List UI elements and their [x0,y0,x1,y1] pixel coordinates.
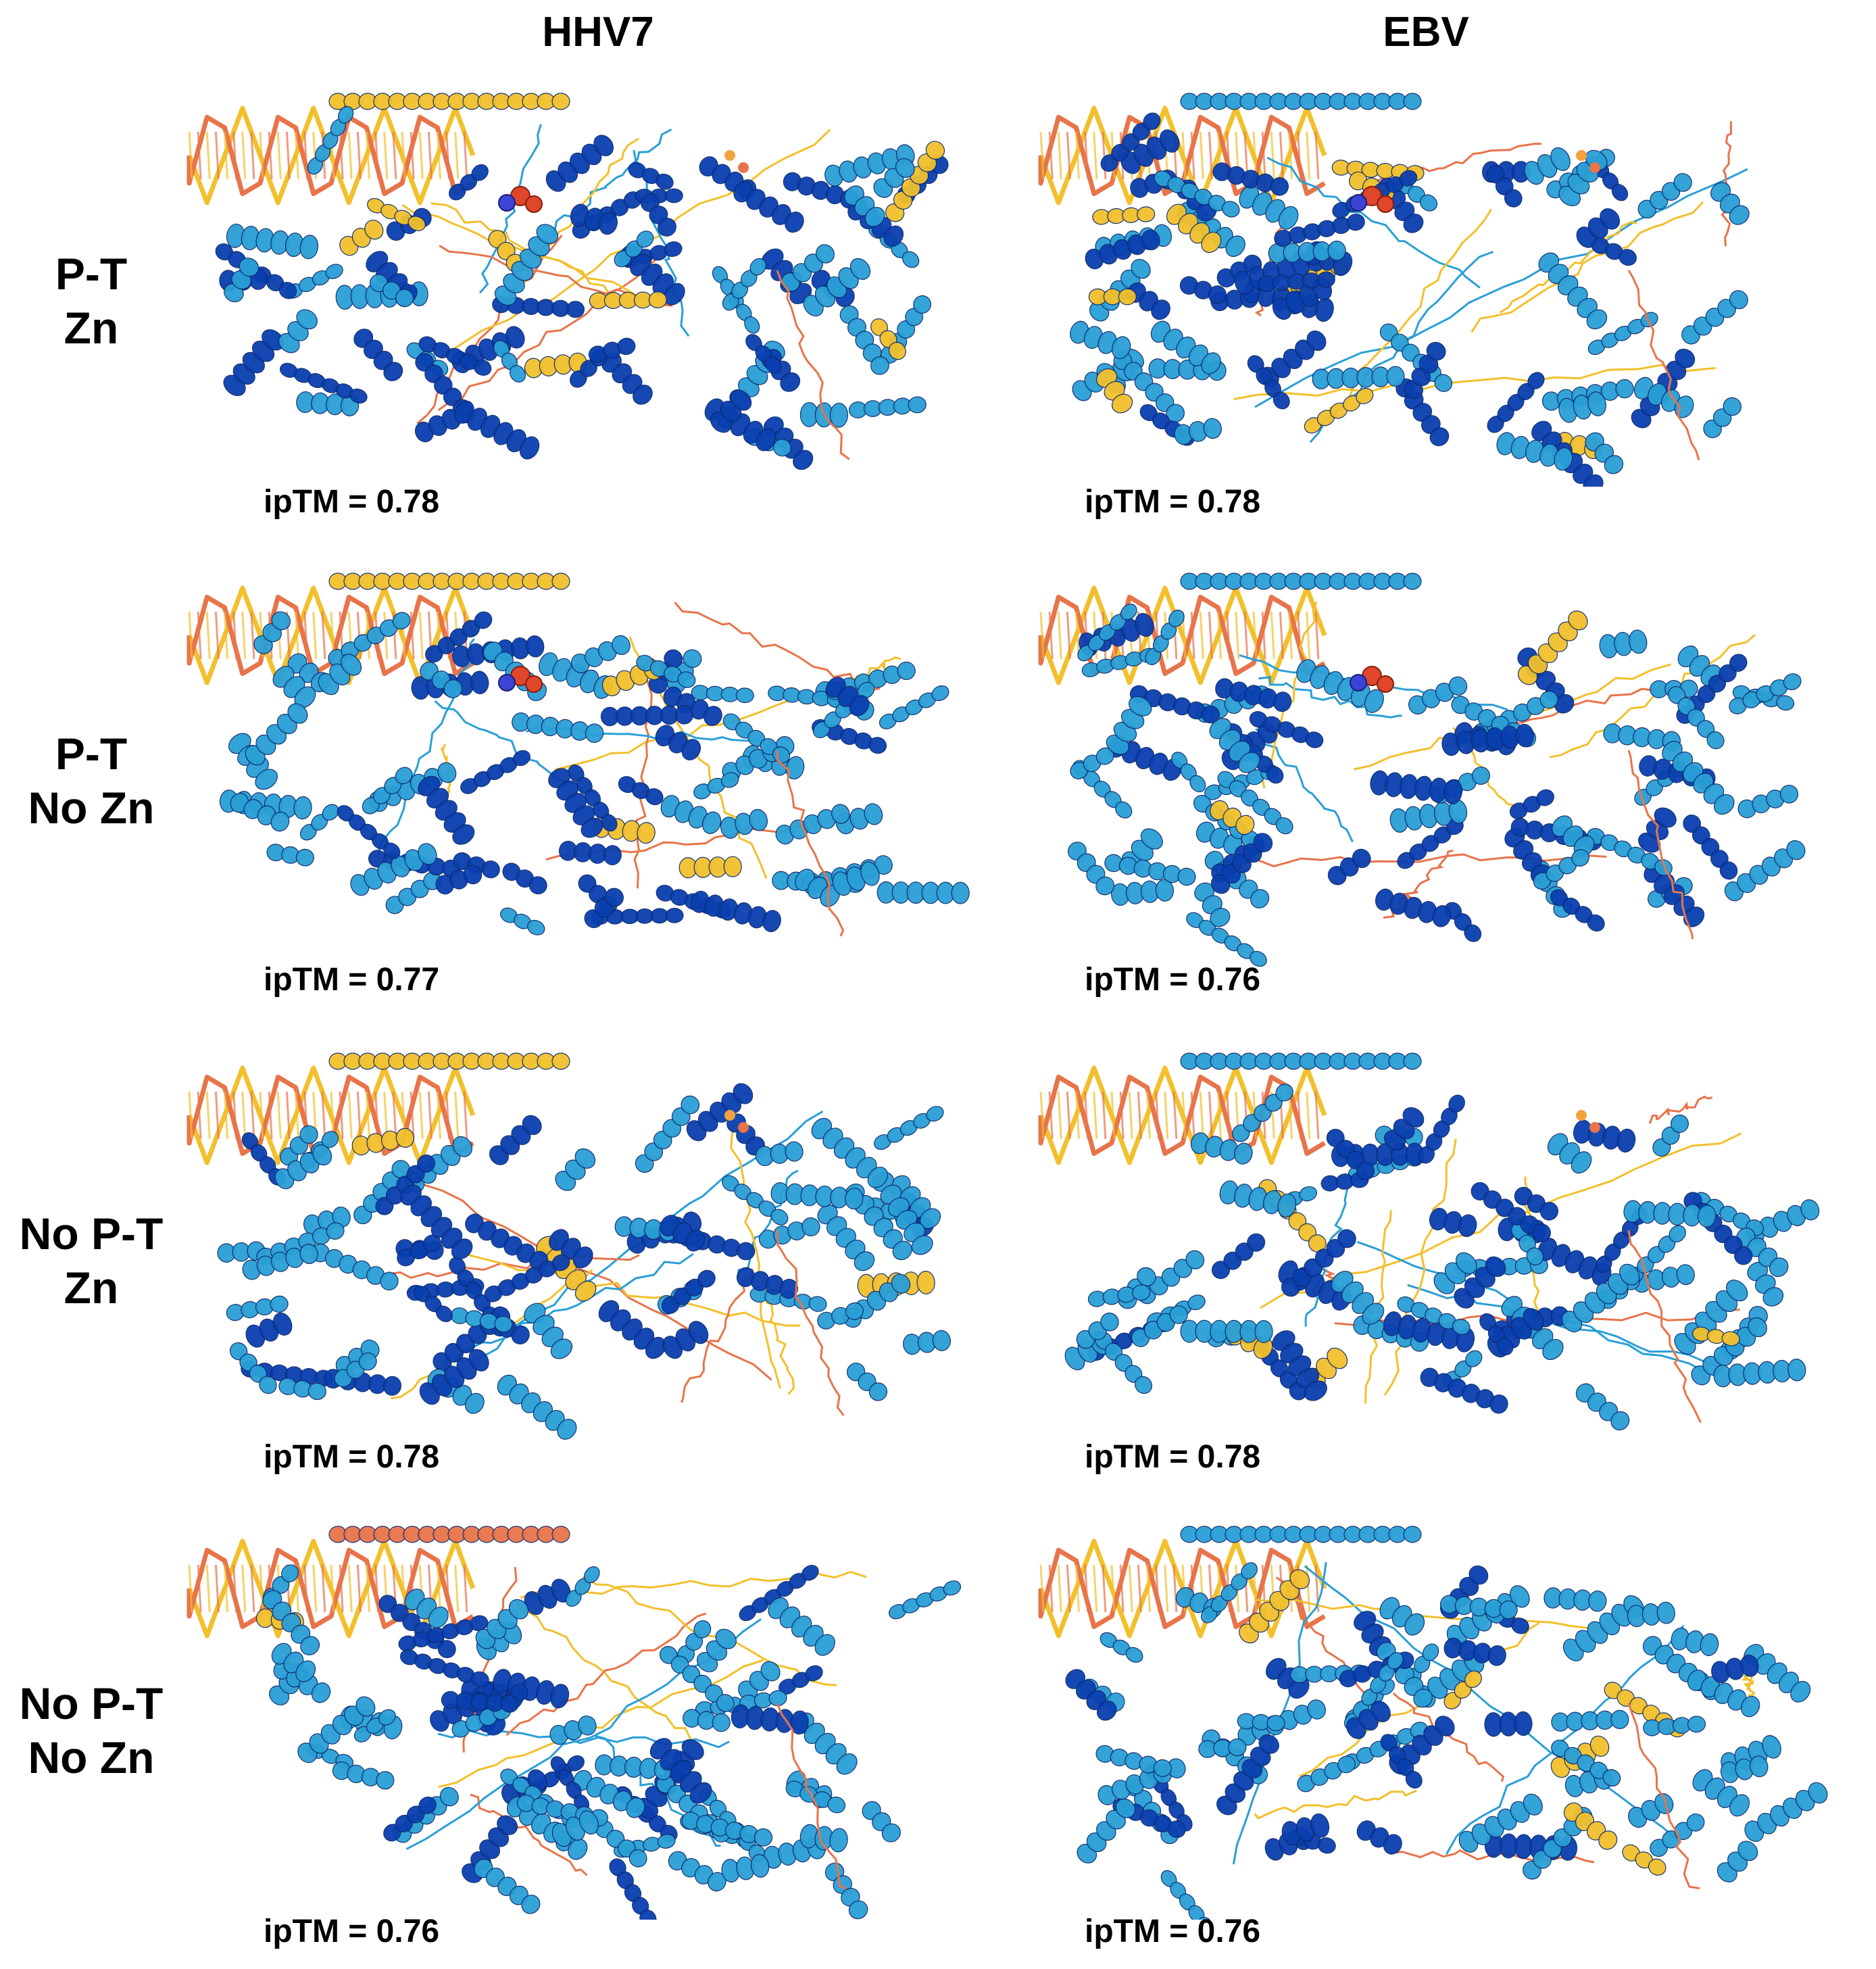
iptm-ebv-pt-zn: ipTM = 0.78 [1085,484,1261,520]
iptm-hhv7-nopt-zn: ipTM = 0.78 [264,1439,440,1475]
row-label-line1: No P-T [19,1678,164,1728]
iptm-hhv7-pt-zn: ipTM = 0.78 [264,484,440,520]
structure-ebv-nopt-nozn [1020,1514,1845,1920]
row-label-line1: P-T [55,249,128,299]
row-label-line1: No P-T [19,1209,164,1259]
row-label-nopt-nozn: No P-T No Zn [0,1676,182,1784]
structure-hhv7-nopt-nozn [169,1514,993,1920]
structure-hhv7-pt-zn [169,81,993,487]
iptm-ebv-nopt-nozn: ipTM = 0.76 [1085,1914,1261,1949]
row-label-line2: No Zn [28,1732,155,1782]
row-label-line1: P-T [55,729,128,779]
iptm-hhv7-pt-nozn: ipTM = 0.77 [264,962,440,998]
row-label-nopt-zn: No P-T Zn [0,1207,182,1315]
row-label-line2: Zn [64,1263,119,1313]
structure-ebv-pt-zn [1020,81,1845,487]
iptm-ebv-pt-nozn: ipTM = 0.76 [1085,962,1261,998]
structure-hhv7-nopt-zn [169,1041,993,1447]
structure-ebv-nopt-zn [1020,1041,1845,1447]
structure-ebv-pt-nozn [1020,561,1845,967]
iptm-ebv-nopt-zn: ipTM = 0.78 [1085,1439,1261,1475]
iptm-hhv7-nopt-nozn: ipTM = 0.76 [264,1914,440,1949]
row-label-line2: No Zn [28,783,155,833]
structure-hhv7-pt-nozn [169,561,993,967]
row-label-pt-zn: P-T Zn [0,247,182,355]
row-label-line2: Zn [64,303,119,353]
row-label-pt-nozn: P-T No Zn [0,727,182,835]
column-header-ebv: EBV [1383,9,1469,55]
column-header-hhv7: HHV7 [542,9,654,55]
